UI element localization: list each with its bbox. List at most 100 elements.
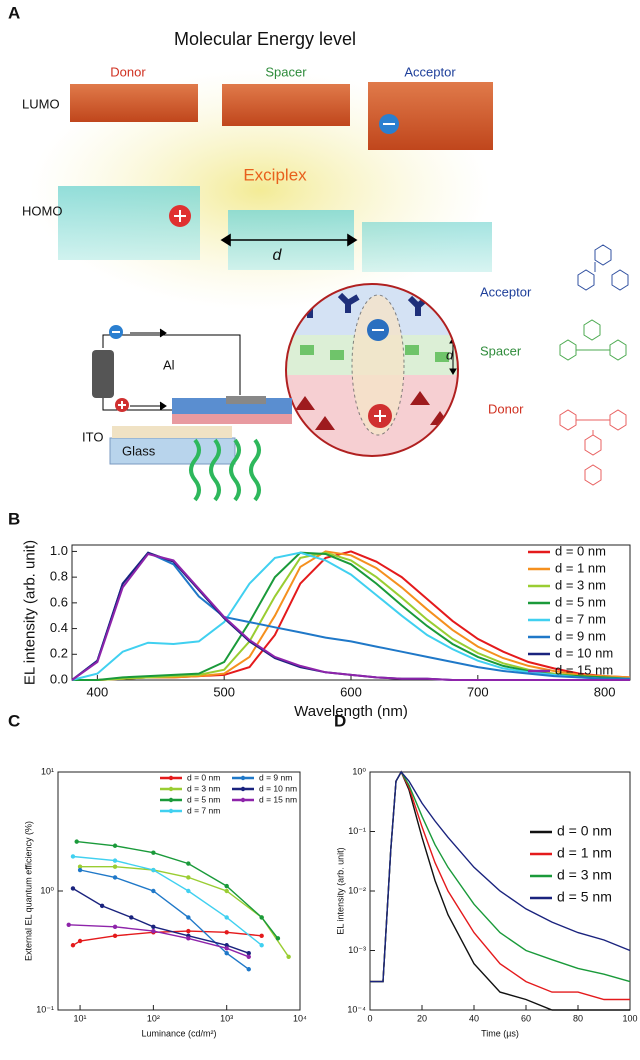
distance-arrow bbox=[220, 233, 358, 247]
legend-label: d = 10 nm bbox=[259, 783, 297, 793]
y-tick-label: 0.8 bbox=[50, 569, 68, 584]
x-axis-label: Luminance (cd/m²) bbox=[141, 1028, 216, 1038]
x-tick-label: 400 bbox=[87, 684, 109, 699]
zoom-ring bbox=[285, 283, 459, 457]
x-tick-label: 60 bbox=[521, 1013, 531, 1023]
series-group bbox=[66, 839, 291, 972]
legend-label: d = 0 nm bbox=[557, 823, 612, 839]
data-point bbox=[224, 930, 229, 935]
legend-label: d = 15 nm bbox=[555, 662, 613, 677]
spacer-molecules bbox=[300, 345, 449, 362]
legend-marker bbox=[240, 775, 246, 781]
series-line bbox=[72, 887, 250, 954]
legend-marker bbox=[168, 808, 174, 814]
data-point bbox=[77, 864, 83, 869]
data-point bbox=[151, 924, 156, 930]
data-point bbox=[151, 928, 156, 934]
wires bbox=[102, 334, 241, 411]
plus-sign bbox=[118, 401, 126, 409]
x-tick-label: 500 bbox=[213, 684, 235, 699]
data-point bbox=[186, 875, 191, 880]
x-axis-label: Wavelength (nm) bbox=[294, 703, 408, 720]
data-point bbox=[112, 875, 118, 880]
column-label: Spacer bbox=[265, 64, 307, 79]
legend-label: d = 10 nm bbox=[555, 645, 613, 660]
data-point bbox=[70, 886, 76, 891]
data-point bbox=[129, 915, 134, 920]
series-line bbox=[72, 551, 631, 681]
data-point bbox=[246, 954, 251, 959]
legend-label: d = 1 nm bbox=[557, 845, 612, 861]
y-tick-label: 0.0 bbox=[50, 671, 68, 686]
layer-label: Spacer bbox=[480, 343, 522, 358]
data-point bbox=[259, 933, 264, 939]
data-point bbox=[112, 864, 118, 869]
legend-label: d = 3 nm bbox=[555, 577, 606, 592]
x-tick-label: 10⁴ bbox=[293, 1013, 307, 1023]
y-tick-label: 10⁻⁴ bbox=[347, 1004, 366, 1014]
data-point bbox=[112, 858, 118, 863]
data-point bbox=[77, 938, 83, 944]
data-point bbox=[70, 943, 76, 948]
device-label: Glass bbox=[122, 443, 156, 458]
data-point bbox=[286, 954, 291, 959]
level-label: HOMO bbox=[22, 203, 62, 218]
x-tick-label: 10³ bbox=[220, 1013, 233, 1023]
legend-label: d = 9 nm bbox=[259, 772, 292, 782]
layer-label: Donor bbox=[488, 401, 524, 416]
layer-label: Acceptor bbox=[480, 284, 532, 299]
data-point bbox=[224, 915, 229, 920]
x-tick-label: 600 bbox=[340, 684, 362, 699]
legend-label: d = 5 nm bbox=[555, 594, 606, 609]
legend-marker bbox=[240, 786, 246, 792]
current-arrows bbox=[130, 328, 167, 411]
legend-label: d = 0 nm bbox=[555, 543, 606, 558]
data-point bbox=[70, 854, 76, 859]
molecules bbox=[559, 244, 629, 486]
y-axis-label: External EL quantum efficiency (%) bbox=[24, 821, 34, 961]
series-line bbox=[71, 552, 630, 681]
legend-label: d = 3 nm bbox=[187, 783, 220, 793]
y-tick-label: 10⁻¹ bbox=[36, 1004, 54, 1014]
homo-block bbox=[362, 222, 492, 272]
lumo-block bbox=[70, 84, 198, 122]
y-tick-label: 10⁻³ bbox=[348, 945, 366, 955]
series-line bbox=[80, 866, 290, 958]
legend-label: d = 3 nm bbox=[557, 867, 612, 883]
y-tick-label: 0.6 bbox=[50, 594, 68, 609]
data-point bbox=[74, 839, 79, 844]
data-point bbox=[224, 946, 229, 951]
y-axis-label: EL intensity (arb. unit) bbox=[21, 540, 38, 685]
y-tick-label: 10⁰ bbox=[40, 885, 54, 895]
data-point bbox=[186, 861, 191, 866]
series-line bbox=[71, 551, 630, 681]
panel-label: B bbox=[8, 509, 20, 528]
series-line bbox=[72, 550, 631, 681]
data-point bbox=[224, 951, 229, 956]
legend-marker bbox=[168, 797, 174, 803]
data-point bbox=[66, 922, 71, 927]
legend-label: d = 1 nm bbox=[555, 560, 606, 575]
ito bbox=[112, 426, 232, 438]
y-tick-label: 10¹ bbox=[41, 766, 54, 776]
series-line bbox=[72, 930, 262, 946]
series-group bbox=[71, 550, 631, 681]
legend-label: d = 9 nm bbox=[555, 628, 606, 643]
legend-marker bbox=[168, 786, 174, 792]
y-axis-label: EL intensity (arb. unit) bbox=[336, 847, 346, 934]
x-tick-label: 20 bbox=[417, 1013, 427, 1023]
series-line bbox=[370, 770, 630, 1001]
data-point bbox=[246, 951, 251, 956]
series-line bbox=[68, 924, 250, 958]
legend-marker bbox=[240, 797, 246, 803]
y-tick-label: 1.0 bbox=[50, 543, 68, 558]
series-group bbox=[370, 770, 631, 1011]
battery bbox=[92, 350, 114, 398]
data-point bbox=[186, 888, 191, 894]
legend-label: d = 15 nm bbox=[259, 794, 297, 804]
data-point bbox=[246, 967, 251, 972]
x-tick-label: 80 bbox=[573, 1013, 583, 1023]
y-tick-label: 0.2 bbox=[50, 646, 68, 661]
emission bbox=[189, 438, 261, 502]
